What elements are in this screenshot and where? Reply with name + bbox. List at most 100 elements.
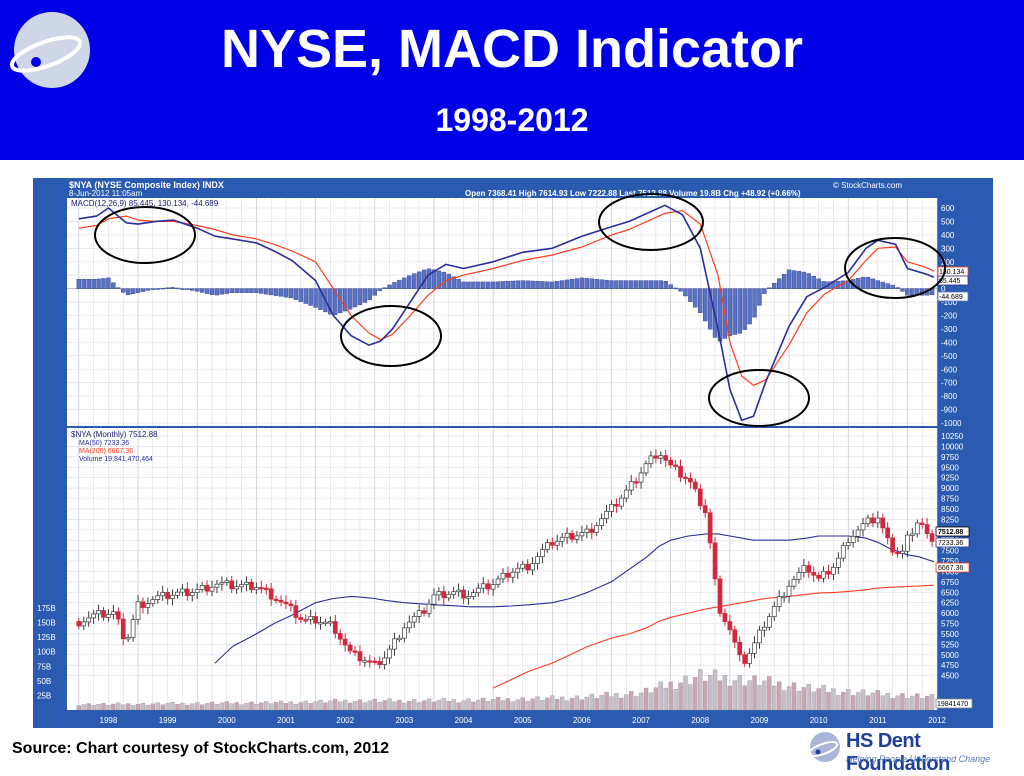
histogram-bar bbox=[254, 288, 259, 293]
volume-bar bbox=[890, 698, 895, 711]
price-bar-body bbox=[446, 594, 452, 599]
price-bar-body bbox=[337, 632, 343, 640]
price-bar-body bbox=[722, 613, 728, 622]
price-tick-label: 8250 bbox=[941, 515, 959, 524]
price-bar-body bbox=[160, 592, 166, 597]
histogram-bar bbox=[471, 281, 476, 289]
histogram-bar bbox=[643, 280, 649, 289]
volume-bar bbox=[199, 704, 205, 711]
histogram-bar bbox=[589, 278, 594, 289]
volume-bar bbox=[357, 699, 363, 711]
macd-tick-label: 0 bbox=[941, 285, 946, 294]
histogram-bar bbox=[239, 288, 244, 293]
price-bar-body bbox=[781, 595, 787, 599]
histogram-bar bbox=[273, 288, 279, 296]
price-bar-body bbox=[914, 522, 920, 535]
price-bar-body bbox=[258, 587, 264, 590]
histogram-bar bbox=[540, 281, 545, 289]
volume-legend: Volume 19,841,470,464 bbox=[79, 456, 153, 463]
macd-tick-label: -700 bbox=[941, 379, 958, 388]
volume-bar bbox=[851, 695, 856, 711]
volume-bar bbox=[826, 691, 831, 711]
volume-bar bbox=[698, 669, 703, 711]
price-bar-body bbox=[638, 472, 644, 483]
price-bar-body bbox=[919, 522, 925, 525]
price-bar-body bbox=[125, 637, 131, 640]
price-bar-body bbox=[663, 455, 669, 461]
year-label: 1998 bbox=[100, 716, 118, 725]
price-tick-label: 8750 bbox=[941, 495, 959, 504]
volume-bar bbox=[328, 700, 333, 711]
histogram-bar bbox=[303, 288, 308, 304]
price-bar-body bbox=[490, 584, 496, 590]
price-bar-body bbox=[357, 651, 363, 662]
volume-bar bbox=[244, 703, 249, 711]
volume-bar bbox=[767, 676, 772, 711]
price-bar-body bbox=[145, 603, 151, 608]
price-bar-body bbox=[209, 586, 215, 592]
histogram-bar bbox=[264, 288, 269, 295]
histogram-bar bbox=[278, 288, 284, 297]
signal-tag: 130.134 bbox=[939, 269, 964, 276]
volume-bar bbox=[545, 697, 550, 711]
price-bar-body bbox=[372, 660, 378, 663]
price-bar-body bbox=[579, 532, 585, 537]
histogram-bar bbox=[604, 279, 609, 289]
price-legend: $NYA (Monthly) 7512.88 bbox=[71, 430, 158, 439]
macd-tag: 85.445 bbox=[939, 278, 961, 285]
volume-bar bbox=[643, 687, 649, 711]
histogram-bar bbox=[402, 277, 407, 289]
price-bar-body bbox=[633, 481, 639, 484]
price-bar-body bbox=[510, 571, 516, 578]
price-tick-label: 5750 bbox=[941, 620, 959, 629]
price-bar-body bbox=[189, 592, 195, 597]
price-bar-body bbox=[214, 583, 220, 588]
volume-bar bbox=[431, 701, 437, 711]
volume-bar bbox=[609, 696, 614, 711]
histogram-bar bbox=[545, 281, 550, 289]
histogram-bar bbox=[619, 280, 624, 289]
volume-bar bbox=[638, 692, 644, 711]
volume-bar bbox=[204, 703, 210, 711]
volume-bar bbox=[486, 701, 491, 711]
histogram-bar bbox=[525, 280, 530, 289]
volume-bar bbox=[318, 699, 323, 711]
price-bar-body bbox=[461, 589, 466, 599]
histogram-bar bbox=[268, 288, 274, 296]
volume-bar bbox=[683, 675, 688, 711]
volume-bar bbox=[929, 694, 935, 711]
histogram-bar bbox=[890, 284, 895, 289]
histogram-bar bbox=[446, 273, 451, 289]
macd-tick-label: 300 bbox=[941, 244, 955, 253]
histogram-bar bbox=[387, 284, 392, 289]
macd-tag-box bbox=[937, 275, 969, 286]
volume-tick-label: 125B bbox=[37, 633, 56, 642]
price-tick-label: 8500 bbox=[941, 505, 959, 514]
volume-bar bbox=[160, 704, 165, 711]
volume-bar bbox=[451, 699, 456, 711]
volume-bar bbox=[757, 685, 762, 711]
ma50-legend: MA(50) 7233.36 bbox=[79, 440, 129, 447]
histogram-bar bbox=[885, 283, 890, 289]
volume-bar bbox=[116, 702, 121, 711]
last-price-tag-box bbox=[935, 526, 970, 537]
volume-bar bbox=[589, 694, 594, 711]
highlight-circle-2009 bbox=[708, 369, 810, 427]
volume-bar bbox=[254, 704, 259, 711]
volume-bar bbox=[352, 701, 358, 711]
price-bar-body bbox=[495, 578, 501, 586]
brand-name: HS Dent Foundation bbox=[846, 730, 950, 775]
price-bar-body bbox=[382, 657, 387, 665]
year-label: 2003 bbox=[395, 716, 413, 725]
volume-bar bbox=[841, 692, 846, 711]
volume-bar bbox=[777, 681, 782, 711]
volume-bar bbox=[693, 677, 698, 711]
price-bar-body bbox=[545, 542, 550, 550]
price-bar-body bbox=[658, 455, 664, 459]
price-bar-body bbox=[313, 616, 318, 624]
histogram-bar bbox=[466, 281, 471, 289]
histogram-bar bbox=[456, 279, 461, 289]
price-bar-body bbox=[342, 638, 348, 646]
price-bar-body bbox=[347, 644, 353, 652]
volume-bar bbox=[343, 699, 348, 711]
